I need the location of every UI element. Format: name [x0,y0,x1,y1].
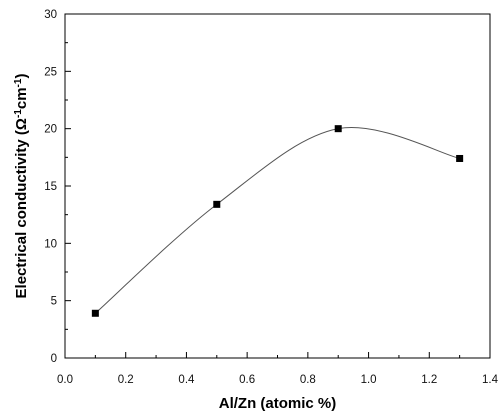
x-tick-label: 0.8 [300,374,316,386]
y-axis-title-prefix: Electrical conductivity ( [13,130,30,298]
x-tick-label: 0.6 [239,374,255,386]
x-tick-label: 1.0 [361,374,377,386]
x-tick-label: 0.4 [178,374,195,386]
x-tick-label: 1.2 [421,374,437,386]
data-point [91,309,99,317]
y-tick-label: 25 [44,66,57,78]
trend-line [95,127,460,314]
data-markers [91,125,464,317]
data-point [213,200,221,208]
y-axis: 0 5 10 15 20 25 30 [44,9,71,365]
x-axis: 0.0 0.2 0.4 0.6 0.8 1.0 1.2 1.4 [57,352,499,386]
y-tick-label: 20 [44,124,57,136]
y-tick-label: 30 [44,9,57,21]
y-tick-label: 15 [44,181,57,193]
plot-frame [64,13,491,359]
x-axis-title: Al/Zn (atomic %) [219,395,337,412]
y-axis-title-sup-1: -1 [13,109,24,118]
data-point [456,154,464,162]
data-point [334,125,342,133]
y-axis-title-unit-1: Ω [13,118,30,130]
x-tick-label: 0.0 [57,374,73,386]
plot-border [64,13,491,359]
y-axis-title-sup-2: -1 [13,78,24,87]
y-tick-label: 5 [51,296,57,308]
y-axis-title-unit-2: cm [13,87,30,109]
y-axis-title-suffix: ) [13,74,30,79]
y-tick-label: 10 [44,238,57,250]
x-tick-label: 1.4 [482,374,499,386]
y-tick-label: 0 [51,353,57,365]
y-axis-title: Electrical conductivity (Ω-1cm-1) [13,74,31,299]
x-tick-label: 0.2 [118,374,134,386]
series-layer [91,125,464,317]
